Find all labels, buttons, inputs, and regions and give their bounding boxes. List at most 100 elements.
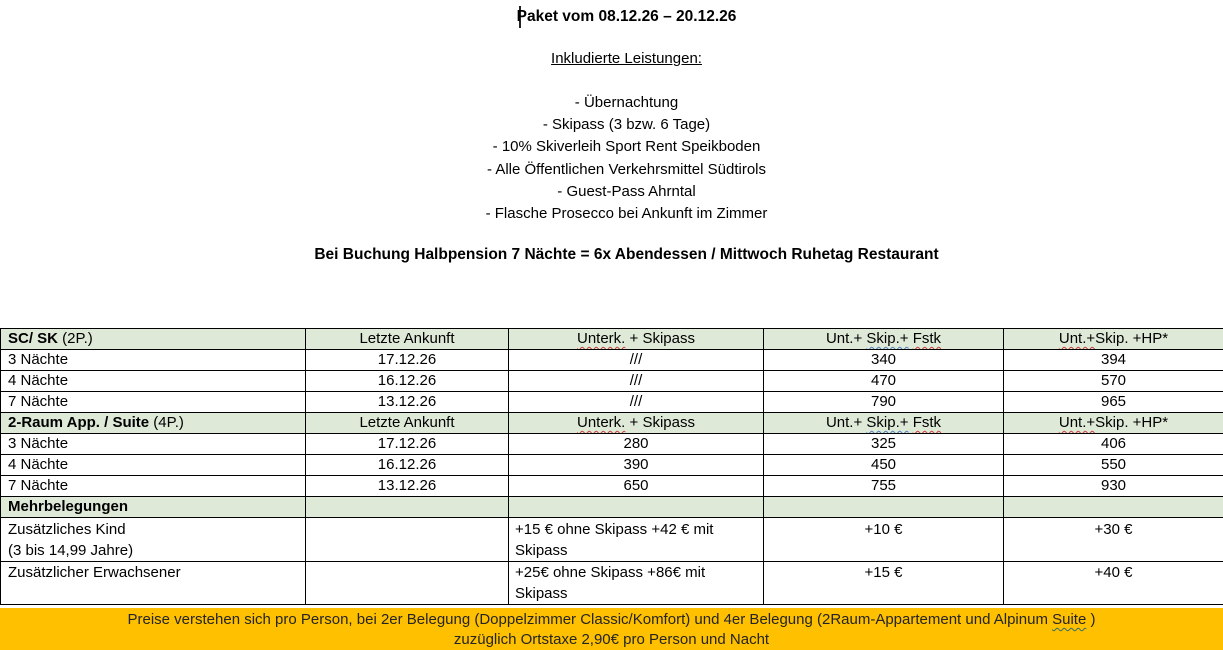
col-header-arrival: Letzte Ankunft: [305, 412, 509, 434]
service-item: - 10% Skiverleih Sport Rent Speikboden: [492, 138, 761, 156]
surcharge-fstk-cell: +10 €: [763, 517, 1004, 562]
extra-person-cell: Zusätzliches Kind (3 bis 14,99 Jahre): [0, 517, 306, 562]
price-cell: 390: [508, 454, 764, 476]
banner-line-1: Preise verstehen sich pro Person, bei 2e…: [0, 610, 1223, 630]
price-cell: ///: [508, 391, 764, 413]
empty-cell: [508, 496, 764, 518]
service-item: - Übernachtung: [574, 94, 679, 111]
service-item: - Guest-Pass Ahrntal: [557, 182, 696, 200]
included-services-heading: Inkludierte Leistungen:: [551, 50, 702, 67]
section-header-row-mehrbelegungen: Mehrbelegungen: [0, 496, 1223, 518]
spellcheck-word: Fstk: [912, 414, 942, 431]
service-item: - Skipass (3 bzw. 6 Tage): [542, 116, 711, 134]
price-cell: 340: [763, 349, 1004, 371]
service-item: - Alle Öffentlichen Verkehrsmittel Südti…: [486, 160, 767, 178]
banner-text-post: ): [1086, 611, 1096, 628]
nights-cell: 3 Nächte: [0, 433, 306, 455]
col-header-hp-rest: Skip. +HP*: [1095, 330, 1169, 347]
grammar-word: Suite: [1052, 611, 1087, 628]
price-cell: 570: [1003, 370, 1223, 392]
package-title: Paket vom 08.12.26 – 20.12.26: [516, 8, 737, 25]
col-header-skipass-rest: + Skipass: [625, 330, 695, 347]
price-cell: 930: [1003, 475, 1223, 497]
room-type-label: 2-Raum App. / Suite: [8, 414, 150, 431]
arrival-cell: [305, 517, 509, 562]
empty-cell: [1003, 496, 1223, 518]
grammar-word: Skip.+: [866, 414, 909, 431]
spellcheck-word: Unterk.: [577, 330, 626, 347]
price-info-banner: Preise verstehen sich pro Person, bei 2e…: [0, 608, 1223, 650]
pricing-table: SC/ SK (2P.) Letzte Ankunft Unterk. + Sk…: [0, 328, 1223, 605]
included-services-list: - Übernachtung - Skipass (3 bzw. 6 Tage)…: [30, 92, 1223, 225]
price-cell: 450: [763, 454, 1004, 476]
spellcheck-word: Fstk: [912, 330, 942, 347]
table-row: 4 Nächte 16.12.26 /// 470 570: [0, 370, 1223, 392]
surcharge-skipass-cell: +15 € ohne Skipass +42 € mit Skipass: [508, 517, 764, 562]
arrival-cell: 17.12.26: [305, 433, 509, 455]
mehrbelegungen-heading: Mehrbelegungen: [0, 496, 306, 518]
room-type-cell: 2-Raum App. / Suite (4P.): [0, 412, 306, 434]
price-cell: ///: [508, 370, 764, 392]
table-row: 3 Nächte 17.12.26 /// 340 394: [0, 349, 1223, 371]
empty-cell: [763, 496, 1004, 518]
price-cell: 550: [1003, 454, 1223, 476]
text-cursor: [519, 6, 521, 28]
section-header-row-suite: 2-Raum App. / Suite (4P.) Letzte Ankunft…: [0, 412, 1223, 434]
banner-line-2: zuzüglich Ortstaxe 2,90€ pro Person und …: [453, 631, 770, 648]
arrival-cell: 13.12.26: [305, 475, 509, 497]
extra-person-cell: Zusätzlicher Erwachsener: [0, 560, 306, 605]
grammar-word: Skip.+: [866, 330, 909, 347]
nights-cell: 7 Nächte: [0, 475, 306, 497]
surcharge-skipass-cell: +25€ ohne Skipass +86€ mit Skipass: [508, 560, 764, 605]
table-row: 7 Nächte 13.12.26 650 755 930: [0, 475, 1223, 497]
room-type-label: SC/ SK: [8, 330, 59, 347]
col-header-arrival: Letzte Ankunft: [305, 328, 509, 350]
extra-person-label: Zusätzlicher Erwachsener: [8, 564, 181, 581]
table-row: 3 Nächte 17.12.26 280 325 406: [0, 433, 1223, 455]
col-header-hp: Unt.+Skip. +HP*: [1003, 412, 1223, 434]
table-row: 7 Nächte 13.12.26 /// 790 965: [0, 391, 1223, 413]
arrival-cell: 16.12.26: [305, 454, 509, 476]
nights-cell: 4 Nächte: [0, 454, 306, 476]
price-cell: 394: [1003, 349, 1223, 371]
arrival-cell: 13.12.26: [305, 391, 509, 413]
price-cell: 790: [763, 391, 1004, 413]
halfboard-note: Bei Buchung Halbpension 7 Nächte = 6x Ab…: [314, 246, 939, 263]
extra-person-label: Zusätzliches Kind: [8, 520, 126, 538]
service-item: - Flasche Prosecco bei Ankunft im Zimmer: [485, 205, 768, 223]
col-header-skipass: Unterk. + Skipass: [508, 412, 764, 434]
price-cell: ///: [508, 349, 764, 371]
arrival-cell: 16.12.26: [305, 370, 509, 392]
col-header-fstk-pre: Unt.+: [825, 330, 867, 347]
col-header-skipass-rest: + Skipass: [625, 414, 695, 431]
section-header-row-sc-sk: SC/ SK (2P.) Letzte Ankunft Unterk. + Sk…: [0, 328, 1223, 350]
surcharge-hp-cell: +40 €: [1003, 560, 1223, 605]
arrival-cell: [305, 560, 509, 605]
arrival-cell: 17.12.26: [305, 349, 509, 371]
table-row-extra-adult: Zusätzlicher Erwachsener +25€ ohne Skipa…: [0, 560, 1223, 605]
surcharge-fstk-cell: +15 €: [763, 560, 1004, 605]
price-cell: 755: [763, 475, 1004, 497]
col-header-skipass: Unterk. + Skipass: [508, 328, 764, 350]
col-header-fstk-pre: Unt.+: [825, 414, 867, 431]
col-header-hp: Unt.+Skip. +HP*: [1003, 328, 1223, 350]
table-row-extra-child: Zusätzliches Kind (3 bis 14,99 Jahre) +1…: [0, 517, 1223, 562]
spellcheck-word: Unterk.: [577, 414, 626, 431]
spellcheck-word: Unt.+: [1058, 414, 1096, 431]
extra-person-sublabel: (3 bis 14,99 Jahre): [8, 541, 134, 559]
banner-text-pre: Preise verstehen sich pro Person, bei 2e…: [127, 611, 1053, 628]
col-header-hp-rest: Skip. +HP*: [1095, 414, 1169, 431]
spellcheck-word: Unt.+: [1058, 330, 1096, 347]
nights-cell: 3 Nächte: [0, 349, 306, 371]
room-capacity-label: (4P.): [149, 414, 184, 431]
price-cell: 965: [1003, 391, 1223, 413]
room-type-cell: SC/ SK (2P.): [0, 328, 306, 350]
price-cell: 406: [1003, 433, 1223, 455]
table-row: 4 Nächte 16.12.26 390 450 550: [0, 454, 1223, 476]
col-header-fstk: Unt.+ Skip.+ Fstk: [763, 328, 1004, 350]
price-cell: 325: [763, 433, 1004, 455]
price-cell: 280: [508, 433, 764, 455]
nights-cell: 4 Nächte: [0, 370, 306, 392]
surcharge-hp-cell: +30 €: [1003, 517, 1223, 562]
